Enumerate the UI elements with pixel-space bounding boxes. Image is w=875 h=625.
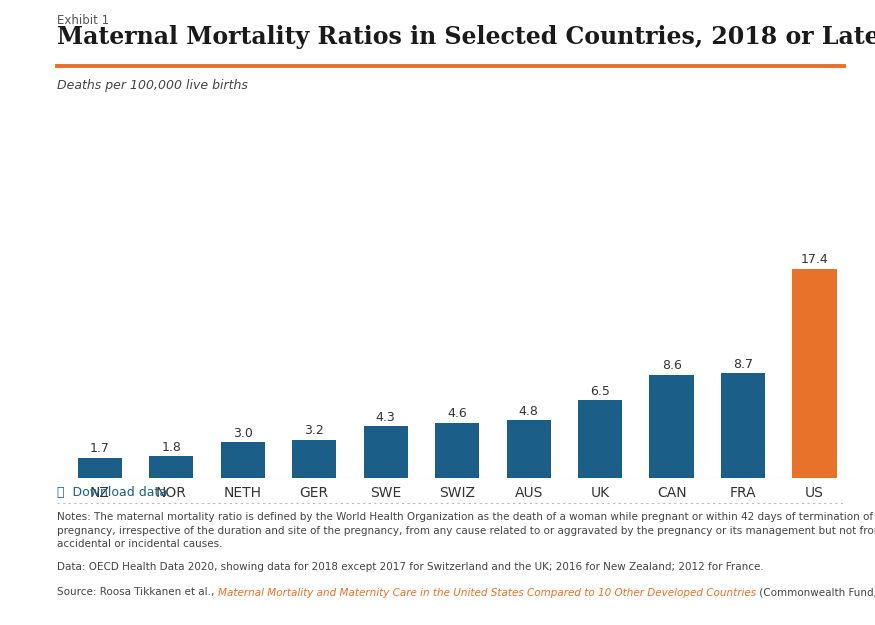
Text: Exhibit 1: Exhibit 1 bbox=[57, 14, 109, 27]
Text: 4.3: 4.3 bbox=[376, 411, 396, 424]
Bar bbox=[578, 400, 622, 478]
Text: 6.5: 6.5 bbox=[591, 384, 610, 398]
Bar bbox=[649, 374, 694, 478]
Bar bbox=[793, 269, 836, 478]
Bar bbox=[78, 458, 122, 478]
Text: 17.4: 17.4 bbox=[801, 253, 829, 266]
Text: 1.7: 1.7 bbox=[90, 442, 109, 455]
Text: 8.7: 8.7 bbox=[733, 358, 753, 371]
Text: Maternal Mortality and Maternity Care in the United States Compared to 10 Other : Maternal Mortality and Maternity Care in… bbox=[218, 588, 756, 598]
Text: Notes: The maternal mortality ratio is defined by the World Health Organization : Notes: The maternal mortality ratio is d… bbox=[57, 512, 875, 549]
Text: Data: OECD Health Data 2020, showing data for 2018 except 2017 for Switzerland a: Data: OECD Health Data 2020, showing dat… bbox=[57, 562, 764, 572]
Text: 4.6: 4.6 bbox=[447, 408, 467, 421]
Text: Deaths per 100,000 live births: Deaths per 100,000 live births bbox=[57, 79, 248, 92]
Text: ⤓  Download data: ⤓ Download data bbox=[57, 486, 167, 499]
Bar bbox=[292, 439, 336, 478]
Text: 1.8: 1.8 bbox=[161, 441, 181, 454]
Bar bbox=[149, 456, 193, 478]
Bar bbox=[721, 374, 766, 478]
Text: 8.6: 8.6 bbox=[662, 359, 682, 372]
Bar bbox=[363, 426, 408, 478]
Bar bbox=[220, 442, 265, 478]
Bar bbox=[507, 421, 551, 478]
Text: (Commonwealth Fund, Nov. 2020).: (Commonwealth Fund, Nov. 2020). bbox=[756, 588, 875, 598]
Bar bbox=[435, 422, 480, 478]
Text: Source: Roosa Tikkanen et al.,: Source: Roosa Tikkanen et al., bbox=[57, 588, 218, 598]
Text: 3.2: 3.2 bbox=[304, 424, 324, 438]
Text: Maternal Mortality Ratios in Selected Countries, 2018 or Latest Year: Maternal Mortality Ratios in Selected Co… bbox=[57, 25, 875, 49]
Text: 4.8: 4.8 bbox=[519, 405, 539, 418]
Text: 3.0: 3.0 bbox=[233, 427, 253, 439]
